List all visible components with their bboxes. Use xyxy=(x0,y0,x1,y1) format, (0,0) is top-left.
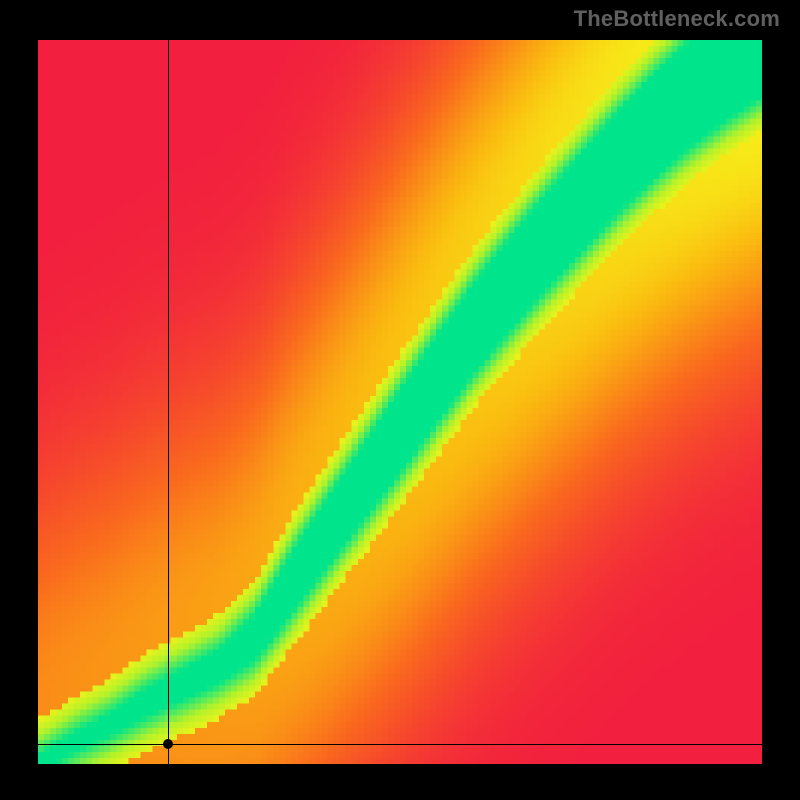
heatmap-canvas xyxy=(38,40,762,764)
crosshair-vertical xyxy=(168,40,169,764)
plot-area xyxy=(38,40,762,764)
selection-marker xyxy=(163,739,173,749)
watermark-text: TheBottleneck.com xyxy=(574,6,780,32)
figure-container: TheBottleneck.com xyxy=(0,0,800,800)
crosshair-horizontal xyxy=(38,744,762,745)
